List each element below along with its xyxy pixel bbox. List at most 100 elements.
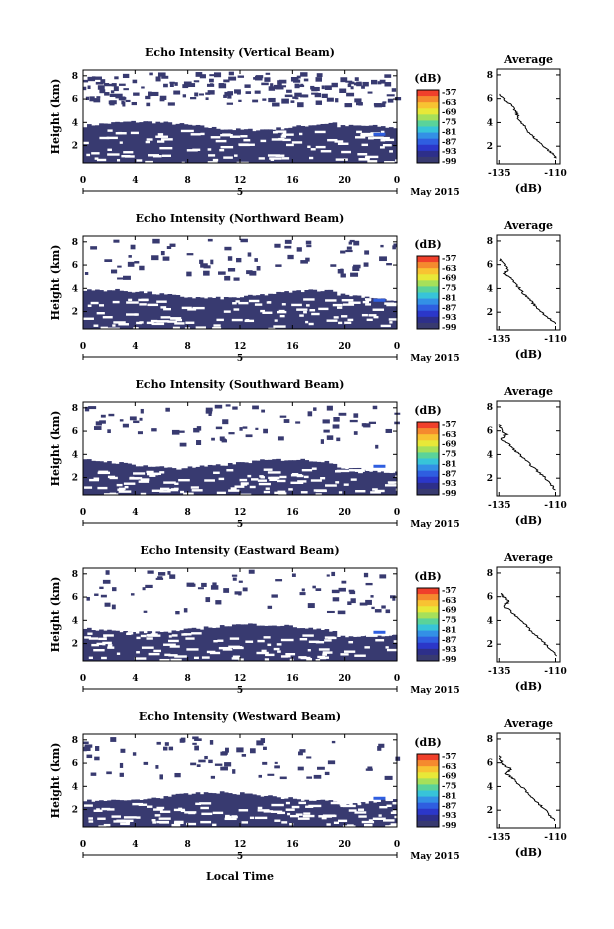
heatmap-cell [300,260,308,264]
heatmap-gap [372,308,385,311]
heatmap-cell [94,756,100,761]
heatmap-cell [84,744,93,748]
heatmap-gap [156,320,169,323]
heatmap-cell [107,123,112,163]
heatmap-cell [147,631,153,661]
heatmap-gap [269,478,278,482]
heatmap-gap [180,129,194,133]
colorbar-swatch [417,814,439,822]
heatmap-gap [315,493,322,496]
x-tick-label: 8 [185,508,191,518]
heatmap-cell [211,126,217,163]
heatmap-gap [378,814,382,817]
heatmap-gap [264,658,270,661]
heatmap-cell [127,800,132,827]
heatmap-cell [228,432,235,435]
heatmap-cell [167,467,173,495]
heatmap-cell [165,407,170,412]
heatmap-gap [88,637,99,640]
heatmap-gap [367,160,378,163]
heatmap-cell [235,794,241,827]
heatmap-cell [248,463,253,495]
heatmap-gap [128,298,133,302]
heatmap-cell [119,772,124,777]
heatmap-gap [305,320,309,324]
heatmap-gap [280,655,288,658]
heatmap-cell [159,632,165,661]
heatmap-cell [193,80,200,83]
heatmap-gap [322,651,333,654]
heatmap-cell [273,84,281,90]
colorbar-swatch [417,274,439,281]
heatmap-cell [235,624,241,661]
heatmap-cell [361,85,365,89]
heatmap-cell [306,245,312,248]
heatmap-gap [172,326,180,330]
heatmap-gap [392,810,397,813]
heatmap-cell [360,802,366,827]
colorbar-tick-label: -69 [442,605,457,615]
heatmap-cell [143,610,148,613]
heatmap-gap [146,470,154,474]
profile-y-tick-label: 6 [487,593,493,603]
heatmap-gap [168,635,172,638]
heatmap-cell [99,800,104,827]
heatmap-gap [146,321,154,325]
heatmap-gap [121,155,131,158]
heatmap-cell [252,131,257,163]
heatmap-cell [204,755,208,760]
heatmap-gap [223,156,233,159]
heatmap-cell [388,634,394,661]
colorbar-swatch [417,126,439,133]
profile-frame [496,566,561,663]
heatmap-cell [276,127,281,163]
heatmap-cell [372,470,378,495]
heatmap-gap [201,656,210,659]
x-tick-label: 0 [80,840,86,850]
heatmap-gap [277,479,286,483]
x-tick-label: 4 [132,840,138,850]
profile-line [500,593,557,657]
heatmap-cell [321,93,328,98]
heatmap-cell [163,294,169,329]
heatmap-cell [139,631,144,661]
heatmap-gap [207,161,218,164]
heatmap-gap [302,814,315,818]
heatmap-gap [333,821,339,824]
heatmap-cell [179,630,185,661]
heatmap-cell [379,256,387,262]
heatmap-cell [241,754,247,757]
heatmap-gap [286,143,294,147]
heatmap-cell [109,93,116,98]
heatmap-gap [258,482,271,486]
heatmap-cell [278,82,282,88]
heatmap-gap [374,489,385,493]
day-marker: 5 [237,520,243,530]
heatmap-gap [309,309,316,312]
heatmap-gap [96,642,103,646]
heatmap-gap [187,308,197,311]
heatmap-cell [373,298,386,302]
heatmap-gap [103,634,114,637]
colorbar-unit: (dB) [414,736,441,749]
heatmap-cell [196,440,202,445]
heatmap-cell [178,430,185,433]
heatmap-cell [119,419,124,422]
heatmap-cell [201,582,207,587]
heatmap-gap [107,148,112,151]
profile-x-tick-label: -135 [488,833,511,843]
heatmap-gap [180,490,185,494]
heatmap-gap [120,822,130,826]
heatmap-cell [208,413,212,416]
heatmap-cell [163,746,168,751]
profile-y-tick-label: 2 [487,142,493,152]
colorbar-tick-label: -87 [442,634,456,644]
colorbar-tick-label: -81 [442,292,456,302]
heatmap-gap [220,145,234,149]
heatmap-cell [215,600,222,605]
heatmap-cell [346,246,352,250]
x-tick-label: 8 [185,176,191,186]
heatmap-cell [84,406,90,412]
heatmap-cell [87,289,92,329]
